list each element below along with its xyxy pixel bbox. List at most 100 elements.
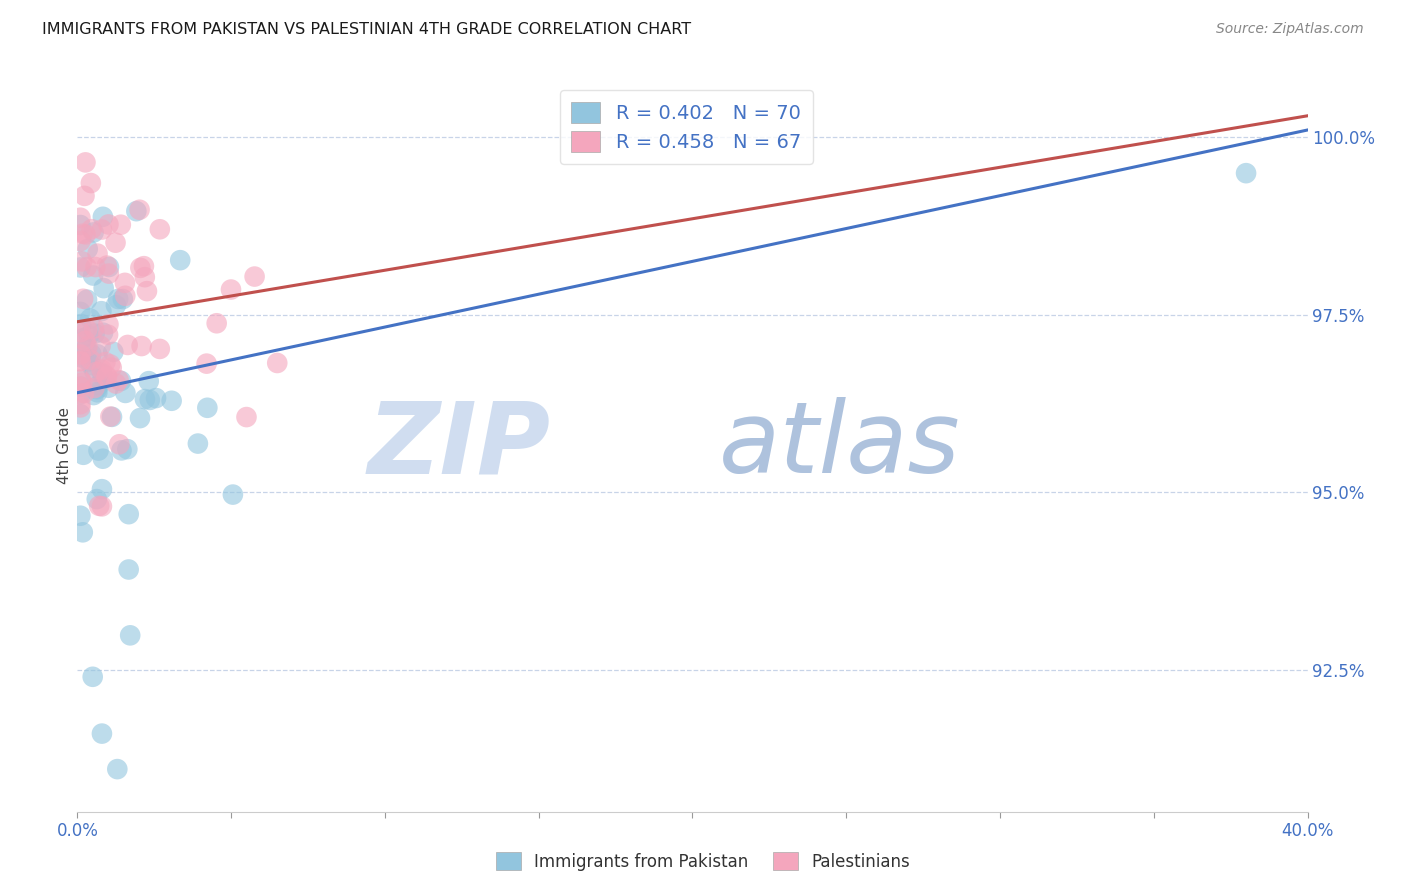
Point — [69, 211, 91, 225]
Point — [107, 292, 129, 306]
Point — [98, 409, 121, 424]
Point — [160, 393, 183, 408]
Point — [169, 253, 191, 268]
Point — [90, 500, 114, 514]
Point — [91, 326, 114, 340]
Point — [69, 387, 91, 401]
Point — [91, 451, 114, 466]
Point — [87, 443, 110, 458]
Point — [94, 355, 117, 369]
Point — [69, 354, 91, 368]
Point — [110, 218, 132, 232]
Point — [82, 268, 104, 283]
Point — [83, 363, 105, 377]
Point — [125, 204, 148, 219]
Point — [134, 270, 156, 285]
Point — [86, 382, 108, 396]
Point — [75, 334, 97, 348]
Point — [97, 218, 120, 232]
Point — [76, 260, 98, 275]
Point — [70, 317, 93, 331]
Point — [86, 246, 108, 260]
Point — [90, 304, 112, 318]
Point — [69, 380, 91, 394]
Point — [93, 370, 115, 384]
Point — [86, 385, 108, 400]
Point — [235, 410, 257, 425]
Point — [107, 373, 129, 387]
Point — [69, 354, 91, 368]
Point — [69, 325, 91, 339]
Point — [96, 370, 118, 384]
Point — [97, 381, 120, 395]
Point — [69, 508, 91, 523]
Point — [91, 482, 114, 496]
Point — [75, 155, 97, 169]
Text: ZIP: ZIP — [368, 398, 551, 494]
Point — [118, 562, 141, 576]
Point — [72, 292, 94, 306]
Point — [69, 373, 91, 387]
Point — [97, 260, 120, 274]
Point — [139, 392, 162, 407]
Point — [76, 293, 98, 307]
Point — [89, 499, 111, 513]
Point — [84, 260, 107, 274]
Point — [222, 487, 245, 501]
Point — [70, 379, 93, 393]
Point — [195, 401, 218, 415]
Point — [84, 365, 107, 379]
Point — [97, 318, 120, 332]
Point — [104, 235, 127, 250]
Y-axis label: 4th Grade: 4th Grade — [56, 408, 72, 484]
Point — [69, 397, 91, 411]
Point — [111, 292, 134, 306]
Point — [90, 222, 112, 236]
Point — [87, 378, 110, 392]
Point — [136, 284, 159, 298]
Point — [114, 276, 136, 290]
Point — [69, 350, 91, 364]
Point — [128, 202, 150, 217]
Point — [82, 670, 104, 684]
Point — [104, 376, 127, 391]
Point — [83, 388, 105, 402]
Point — [103, 345, 125, 359]
Point — [70, 254, 93, 268]
Point — [131, 339, 153, 353]
Point — [93, 281, 115, 295]
Point — [90, 726, 114, 740]
Point — [83, 326, 105, 341]
Point — [69, 305, 91, 319]
Point — [114, 386, 136, 401]
Point — [187, 436, 209, 450]
Point — [243, 269, 266, 284]
Point — [69, 373, 91, 387]
Point — [80, 176, 103, 190]
Point — [79, 352, 101, 367]
Point — [117, 442, 139, 457]
Point — [118, 507, 141, 521]
Point — [91, 367, 114, 381]
Point — [205, 316, 228, 330]
Point — [77, 328, 100, 343]
Legend: R = 0.402   N = 70, R = 0.458   N = 67: R = 0.402 N = 70, R = 0.458 N = 67 — [560, 90, 813, 163]
Point — [219, 283, 242, 297]
Point — [72, 331, 94, 345]
Point — [117, 338, 139, 352]
Point — [1234, 166, 1257, 180]
Point — [69, 218, 91, 232]
Point — [69, 401, 91, 415]
Point — [76, 322, 98, 336]
Point — [145, 391, 167, 405]
Point — [129, 260, 152, 275]
Point — [149, 342, 172, 356]
Point — [76, 339, 98, 353]
Point — [69, 234, 91, 248]
Point — [77, 354, 100, 368]
Point — [69, 260, 91, 275]
Point — [97, 267, 120, 281]
Point — [72, 227, 94, 241]
Point — [79, 311, 101, 326]
Point — [80, 358, 103, 372]
